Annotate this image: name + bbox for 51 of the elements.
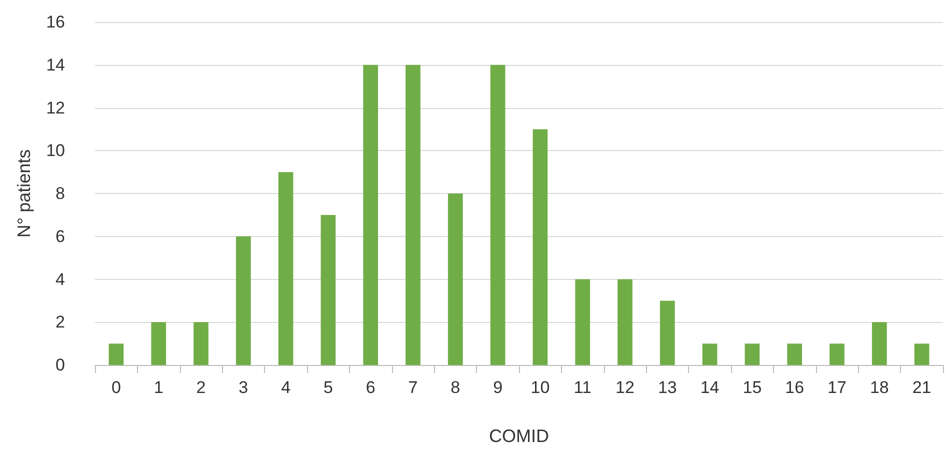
bar xyxy=(236,236,251,365)
y-axis-title: N° patients xyxy=(14,149,34,238)
bar xyxy=(702,344,718,365)
y-tick-label: 8 xyxy=(56,184,65,203)
bar xyxy=(872,322,887,365)
x-tick-label: 3 xyxy=(238,378,248,397)
x-axis-title: COMID xyxy=(489,426,549,446)
x-tick-label: 18 xyxy=(870,378,889,397)
x-tick-label: 6 xyxy=(366,378,376,397)
y-tick-label: 12 xyxy=(46,98,65,118)
y-tick-label: 4 xyxy=(56,270,65,289)
x-tick-label: 9 xyxy=(493,378,503,397)
bar xyxy=(575,279,590,365)
x-tick-label: 4 xyxy=(281,378,291,397)
x-tick-label: 7 xyxy=(408,378,418,397)
bar xyxy=(448,194,463,365)
bar xyxy=(363,64,378,365)
y-tick-label: 6 xyxy=(56,226,65,246)
x-tick-label: 1 xyxy=(154,378,164,397)
bar xyxy=(194,322,208,365)
x-tick-label: 17 xyxy=(828,378,846,397)
x-tick-label: 11 xyxy=(574,378,592,397)
bar xyxy=(744,344,760,365)
y-tick-label: 14 xyxy=(46,55,65,74)
x-tick-label: 12 xyxy=(616,378,634,397)
x-tick-label: 15 xyxy=(742,378,762,397)
bar xyxy=(787,344,802,365)
x-tick-label: 14 xyxy=(700,378,720,397)
x-tick-label: 8 xyxy=(450,378,460,397)
bar xyxy=(660,300,675,365)
bar xyxy=(490,64,506,365)
x-tick-label: 21 xyxy=(912,378,932,397)
x-tick-label: 0 xyxy=(111,378,121,397)
bar xyxy=(278,172,294,365)
x-tick-label: 2 xyxy=(196,378,206,397)
bar xyxy=(532,129,548,365)
y-tick-label: 16 xyxy=(46,12,65,32)
x-tick-label: 16 xyxy=(785,378,804,397)
bar xyxy=(320,214,336,365)
bar xyxy=(830,344,844,365)
y-tick-label: 0 xyxy=(56,356,65,374)
y-tick-label: 2 xyxy=(56,312,65,332)
bar xyxy=(914,344,930,365)
x-tick-label: 10 xyxy=(530,378,550,397)
y-tick-label: 10 xyxy=(46,141,65,160)
bar xyxy=(108,344,124,365)
x-tick-label: 5 xyxy=(323,378,333,397)
bar xyxy=(618,279,632,365)
bar xyxy=(151,322,166,365)
bar xyxy=(406,64,420,365)
x-tick-label: 13 xyxy=(658,378,677,397)
